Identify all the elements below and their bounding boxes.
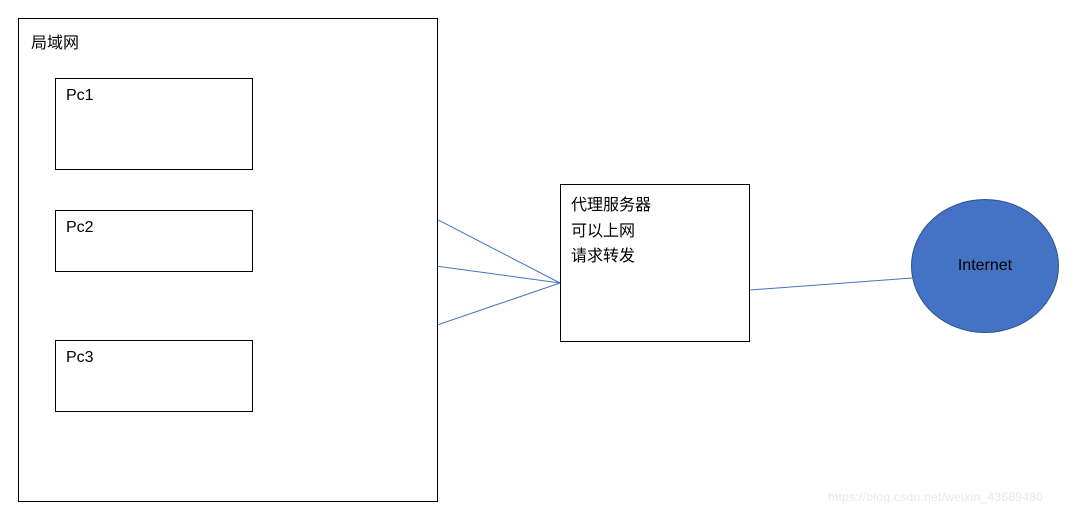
- node-pc2: Pc2: [55, 210, 253, 272]
- node-proxy: 代理服务器 可以上网 请求转发: [560, 184, 750, 342]
- proxy-line-2: 可以上网: [571, 219, 739, 245]
- node-pc1: Pc1: [55, 78, 253, 170]
- watermark-text: https://blog.csdn.net/weixin_43689480: [828, 490, 1043, 504]
- network-diagram: 局域网 Pc1 Pc2 Pc3 代理服务器 可以上网 请求转发 Internet…: [0, 0, 1080, 514]
- proxy-line-1: 代理服务器: [571, 193, 739, 219]
- node-pc3: Pc3: [55, 340, 253, 412]
- node-internet: Internet: [911, 199, 1059, 333]
- pc1-label: Pc1: [66, 87, 94, 104]
- pc3-label: Pc3: [66, 349, 94, 366]
- pc2-label: Pc2: [66, 219, 94, 236]
- lan-label: 局域网: [31, 29, 79, 53]
- edge-proxy-internet: [750, 278, 912, 290]
- proxy-line-3: 请求转发: [571, 244, 739, 270]
- internet-label: Internet: [958, 257, 1012, 275]
